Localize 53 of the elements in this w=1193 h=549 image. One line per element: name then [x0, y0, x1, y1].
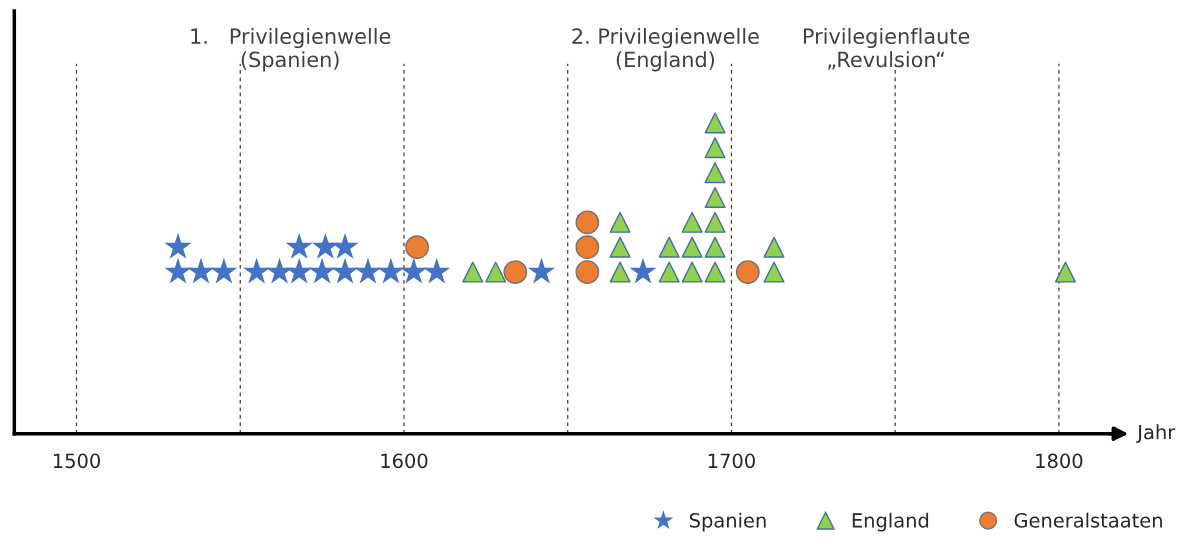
point	[575, 210, 600, 235]
x-tick-label: 1800	[1036, 453, 1083, 469]
point	[485, 261, 507, 283]
text: 2. Privilegienwelle (England)	[572, 27, 759, 72]
text: Privilegienflaute „Revulsion“	[803, 27, 970, 70]
point	[658, 236, 680, 258]
point	[609, 236, 631, 258]
x-tick-label: 1700	[708, 453, 755, 469]
point	[285, 257, 313, 284]
point	[704, 186, 726, 208]
point	[243, 257, 271, 284]
point	[400, 257, 428, 284]
point	[629, 257, 657, 284]
point	[285, 232, 313, 259]
point	[405, 235, 429, 260]
point	[527, 257, 556, 284]
point	[704, 137, 726, 159]
point	[187, 257, 215, 284]
point	[331, 257, 359, 284]
point	[681, 211, 703, 233]
point	[704, 211, 726, 233]
point	[308, 257, 336, 284]
legend-label: Spanien	[689, 512, 766, 532]
point	[331, 232, 359, 259]
point	[575, 260, 600, 284]
point	[704, 162, 726, 184]
point	[763, 236, 785, 258]
point	[423, 257, 451, 284]
point	[210, 257, 238, 284]
point	[462, 261, 484, 283]
point	[503, 260, 528, 284]
x-axis-title: Jahr	[1136, 424, 1176, 443]
point	[735, 260, 760, 284]
point	[609, 261, 631, 283]
point	[704, 236, 726, 258]
point	[681, 261, 703, 283]
point	[377, 257, 405, 284]
point	[1054, 261, 1076, 283]
point	[575, 235, 600, 260]
point	[164, 232, 192, 259]
legend-label: Generalstaaten	[1014, 512, 1162, 528]
point	[609, 211, 631, 233]
text: 1. Privilegienwelle (Spanien)	[191, 27, 391, 72]
x-tick-label: 1600	[381, 453, 428, 469]
point	[658, 261, 680, 283]
point	[704, 112, 726, 134]
x-tick-label: 1500	[53, 453, 100, 469]
point	[763, 261, 785, 283]
point	[704, 261, 726, 283]
point	[354, 257, 382, 284]
point	[164, 257, 192, 284]
legend-label: England	[852, 512, 929, 532]
point	[681, 236, 703, 258]
